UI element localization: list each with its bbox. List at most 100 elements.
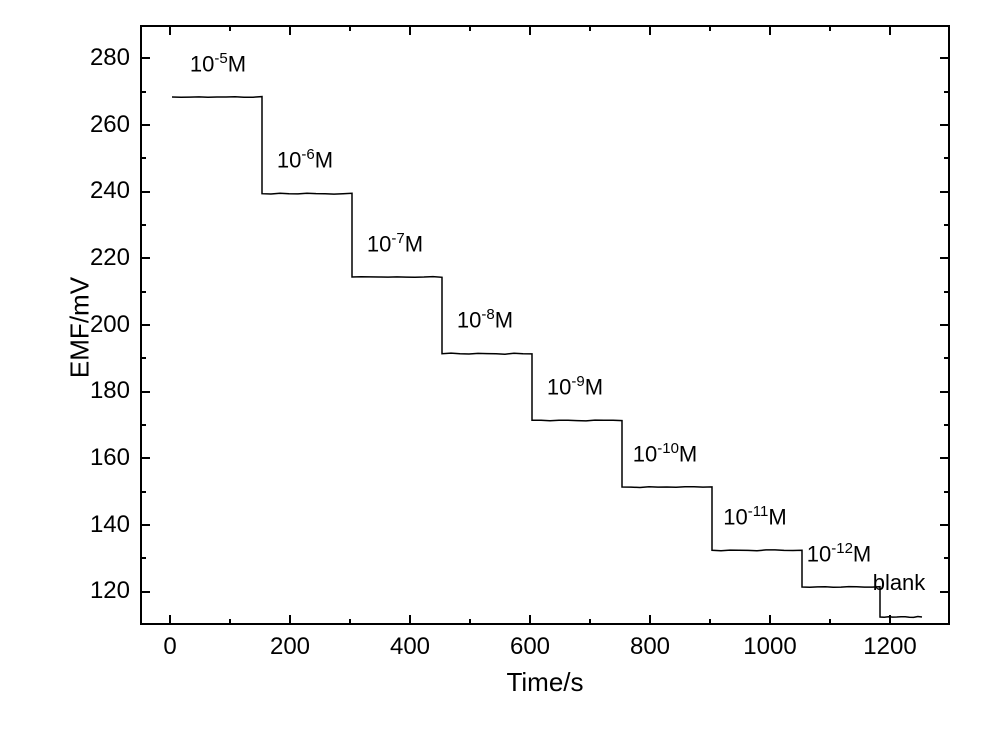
y-tick-mark [140, 257, 150, 259]
y-tick-mark [140, 291, 146, 293]
y-tick-mark [140, 557, 146, 559]
x-tick-mark-top [169, 25, 171, 35]
y-tick-label: 260 [70, 111, 130, 139]
y-tick-mark [140, 57, 150, 59]
x-axis-label: Time/s [395, 667, 695, 698]
y-tick-mark [140, 391, 150, 393]
x-tick-label: 1000 [730, 633, 810, 661]
y-tick-label: 220 [70, 244, 130, 272]
y-tick-label: 240 [70, 177, 130, 205]
y-tick-mark-right [944, 157, 950, 159]
step-label-exponent: -11 [748, 503, 769, 520]
step-label-suffix: M [585, 374, 603, 399]
step-label: 10-6M [250, 146, 360, 173]
y-tick-mark [140, 91, 146, 93]
y-tick-label: 280 [70, 44, 130, 72]
chart-figure: EMF/mV Time/s 02004006008001000120012014… [0, 0, 1000, 729]
y-tick-mark-right [940, 57, 950, 59]
x-tick-label: 1200 [850, 633, 930, 661]
y-tick-label: 140 [70, 511, 130, 539]
x-tick-mark-top [409, 25, 411, 35]
y-tick-mark-right [944, 224, 950, 226]
step-label-suffix: M [679, 441, 697, 466]
y-tick-mark-right [944, 357, 950, 359]
x-tick-mark [349, 619, 351, 625]
y-tick-mark [140, 124, 150, 126]
y-tick-mark [140, 457, 150, 459]
x-tick-mark [169, 615, 171, 625]
x-tick-mark-top [529, 25, 531, 35]
x-tick-mark [709, 619, 711, 625]
step-label: 10-9M [520, 373, 630, 400]
y-tick-label: 160 [70, 444, 130, 472]
x-tick-mark [469, 619, 471, 625]
step-label-exponent: -9 [571, 373, 584, 390]
y-tick-mark-right [944, 91, 950, 93]
x-tick-mark-top [289, 25, 291, 35]
x-tick-label: 800 [610, 633, 690, 661]
step-label-suffix: M [495, 308, 513, 333]
step-label-suffix: M [853, 541, 871, 566]
x-tick-label: 0 [130, 633, 210, 661]
step-label-suffix: M [228, 51, 246, 76]
y-tick-mark [140, 424, 146, 426]
x-tick-mark [589, 619, 591, 625]
x-tick-mark [889, 615, 891, 625]
y-tick-mark-right [944, 491, 950, 493]
step-label-base: 10 [367, 231, 391, 256]
step-label-blank: blank [844, 570, 954, 596]
step-label-suffix: M [768, 504, 786, 529]
step-label-base: 10 [633, 441, 657, 466]
x-tick-mark-top [649, 25, 651, 35]
y-tick-mark [140, 357, 146, 359]
step-label-suffix: M [315, 148, 333, 173]
x-tick-mark [229, 619, 231, 625]
x-tick-mark-top [709, 25, 711, 31]
x-tick-label: 400 [370, 633, 450, 661]
step-label-base: 10 [807, 541, 831, 566]
y-tick-label: 120 [70, 577, 130, 605]
x-tick-mark-top [829, 25, 831, 31]
step-label-exponent: -6 [301, 146, 314, 163]
step-label-exponent: -12 [831, 540, 853, 557]
y-tick-mark [140, 524, 150, 526]
y-tick-mark [140, 324, 150, 326]
x-tick-label: 600 [490, 633, 570, 661]
step-label: 10-8M [430, 306, 540, 333]
step-label-exponent: -8 [481, 306, 494, 323]
step-label: 10-5M [163, 50, 273, 77]
x-tick-mark-top [469, 25, 471, 31]
y-tick-mark [140, 224, 146, 226]
y-tick-label: 200 [70, 311, 130, 339]
step-label-base: 10 [723, 504, 747, 529]
y-tick-mark [140, 157, 146, 159]
y-tick-mark-right [944, 424, 950, 426]
y-tick-mark-right [940, 324, 950, 326]
x-tick-mark [409, 615, 411, 625]
y-tick-mark-right [940, 457, 950, 459]
y-tick-mark [140, 191, 150, 193]
step-label: 10-10M [610, 440, 720, 467]
x-tick-mark-top [889, 25, 891, 35]
x-tick-mark-top [229, 25, 231, 31]
y-tick-mark-right [940, 191, 950, 193]
y-tick-mark-right [940, 391, 950, 393]
y-tick-mark-right [940, 257, 950, 259]
step-label-base: 10 [277, 148, 301, 173]
y-tick-mark-right [944, 291, 950, 293]
x-tick-mark [649, 615, 651, 625]
step-label: 10-12M [784, 540, 894, 567]
x-tick-mark [769, 615, 771, 625]
y-tick-mark-right [940, 124, 950, 126]
y-tick-mark [140, 491, 146, 493]
x-tick-mark-top [589, 25, 591, 31]
x-tick-mark [289, 615, 291, 625]
x-tick-label: 200 [250, 633, 330, 661]
step-label-exponent: -10 [657, 440, 679, 457]
y-tick-mark-right [940, 524, 950, 526]
y-tick-label: 180 [70, 377, 130, 405]
x-tick-mark [829, 619, 831, 625]
plot-area [140, 25, 950, 625]
step-line-series [142, 27, 952, 627]
step-label-suffix: M [405, 231, 423, 256]
